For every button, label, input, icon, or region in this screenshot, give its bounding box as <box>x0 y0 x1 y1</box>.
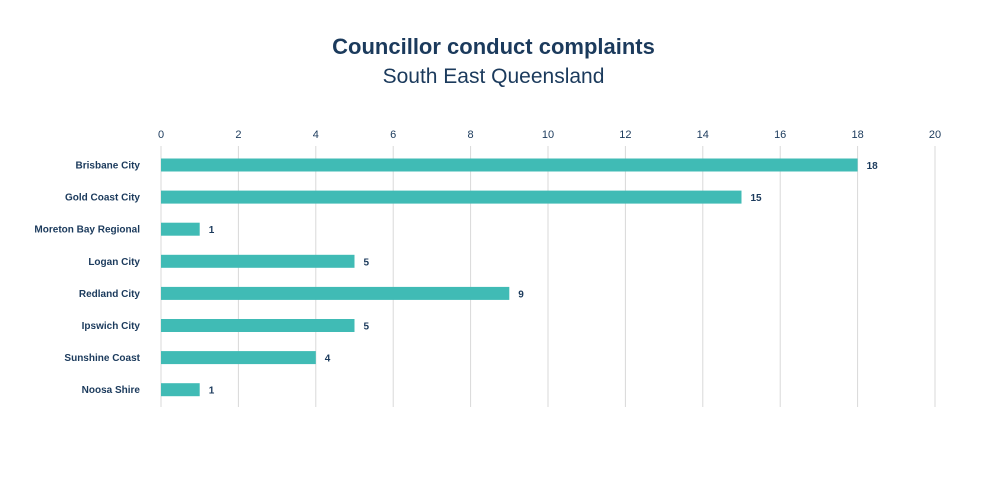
bar <box>161 319 355 332</box>
x-tick-label: 12 <box>619 129 631 141</box>
x-tick-label: 20 <box>929 129 941 141</box>
category-label: Brisbane City <box>76 161 141 172</box>
bar <box>161 351 316 365</box>
chart-subtitle: South East Queensland <box>382 65 605 88</box>
data-label: 15 <box>751 193 763 204</box>
category-label: Sunshine Coast <box>64 353 140 364</box>
x-tick-label: 10 <box>542 129 554 141</box>
bar <box>161 222 200 236</box>
category-label: Moreton Bay Regional <box>34 225 140 236</box>
category-label: Noosa Shire <box>82 385 141 396</box>
x-tick-label: 16 <box>774 129 786 141</box>
data-label: 1 <box>209 386 215 397</box>
chart-title: Councillor conduct complaints <box>332 34 655 59</box>
data-label: 18 <box>867 161 879 172</box>
category-label: Redland City <box>79 289 141 300</box>
data-label: 9 <box>518 289 524 300</box>
data-label: 5 <box>364 257 370 268</box>
data-label: 1 <box>209 225 215 236</box>
category-label: Logan City <box>88 257 140 268</box>
x-tick-label: 14 <box>697 129 709 141</box>
bar <box>161 158 858 172</box>
x-tick-label: 4 <box>313 129 319 141</box>
x-tick-label: 0 <box>158 129 164 141</box>
bar <box>161 190 742 204</box>
x-tick-label: 18 <box>851 129 863 141</box>
x-tick-label: 2 <box>235 129 241 141</box>
bar <box>161 286 510 300</box>
bar <box>161 254 355 268</box>
data-label: 5 <box>364 322 370 333</box>
bar <box>161 383 200 397</box>
x-tick-label: 6 <box>390 129 396 141</box>
category-label: Gold Coast City <box>65 193 140 204</box>
data-label: 4 <box>325 354 331 365</box>
x-tick-label: 8 <box>468 129 474 141</box>
category-label: Ipswich City <box>82 321 141 332</box>
